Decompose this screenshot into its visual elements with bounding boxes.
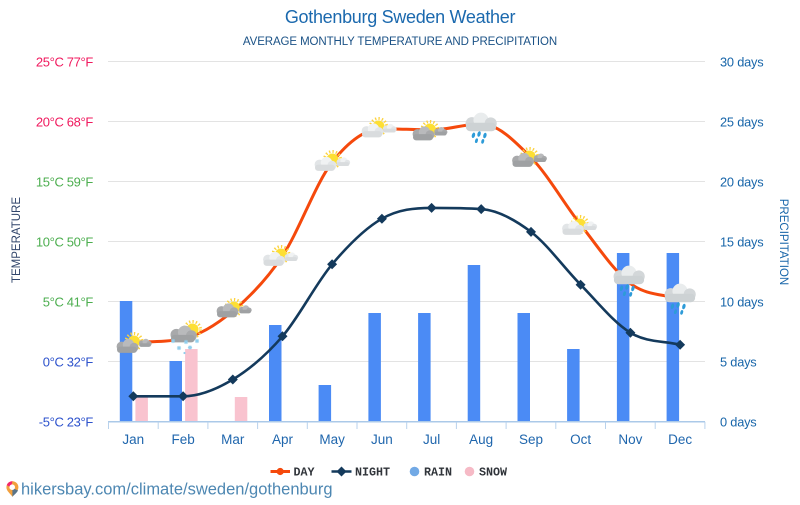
svg-text:-5°C 23°F: -5°C 23°F [39, 415, 94, 430]
svg-text:Dec: Dec [668, 432, 692, 447]
svg-text:AVERAGE MONTHLY TEMPERATURE AN: AVERAGE MONTHLY TEMPERATURE AND PRECIPIT… [243, 36, 557, 48]
svg-text:TEMPERATURE: TEMPERATURE [11, 197, 23, 283]
svg-text:Aug: Aug [469, 432, 493, 447]
svg-text:SNOW: SNOW [479, 466, 508, 480]
svg-text:5 days: 5 days [720, 355, 757, 370]
svg-text:30 days: 30 days [720, 55, 763, 70]
svg-text:DAY: DAY [294, 466, 315, 480]
svg-text:Jun: Jun [371, 432, 393, 447]
svg-text:Gothenburg Sweden Weather: Gothenburg Sweden Weather [285, 7, 516, 27]
svg-text:NIGHT: NIGHT [355, 466, 390, 480]
svg-text:0°C 32°F: 0°C 32°F [43, 355, 94, 370]
svg-text:25 days: 25 days [720, 115, 763, 130]
svg-text:Sep: Sep [519, 432, 543, 447]
svg-text:Mar: Mar [221, 432, 245, 447]
svg-text:0 days: 0 days [720, 415, 757, 430]
svg-text:PRECIPITATION: PRECIPITATION [777, 199, 789, 285]
svg-text:10 days: 10 days [720, 295, 763, 310]
svg-text:5°C 41°F: 5°C 41°F [43, 295, 94, 310]
svg-text:Oct: Oct [570, 432, 591, 447]
svg-text:Feb: Feb [171, 432, 194, 447]
svg-text:hikersbay.com/climate/sweden/g: hikersbay.com/climate/sweden/gothenburg [21, 481, 333, 499]
svg-text:Apr: Apr [272, 432, 294, 447]
svg-text:May: May [319, 432, 345, 447]
svg-text:20°C 68°F: 20°C 68°F [36, 115, 94, 130]
svg-text:Nov: Nov [618, 432, 642, 447]
svg-text:15°C 59°F: 15°C 59°F [36, 175, 94, 190]
svg-text:15 days: 15 days [720, 235, 763, 250]
svg-text:Jul: Jul [423, 432, 440, 447]
svg-text:25°C 77°F: 25°C 77°F [36, 55, 94, 70]
svg-text:10°C 50°F: 10°C 50°F [36, 235, 94, 250]
svg-text:Jan: Jan [122, 432, 144, 447]
svg-text:RAIN: RAIN [424, 466, 452, 480]
svg-text:20 days: 20 days [720, 175, 763, 190]
